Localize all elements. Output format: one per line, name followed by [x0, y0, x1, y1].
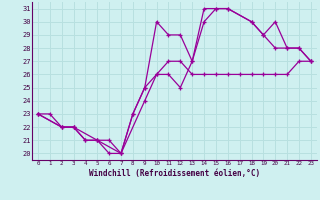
X-axis label: Windchill (Refroidissement éolien,°C): Windchill (Refroidissement éolien,°C)	[89, 169, 260, 178]
